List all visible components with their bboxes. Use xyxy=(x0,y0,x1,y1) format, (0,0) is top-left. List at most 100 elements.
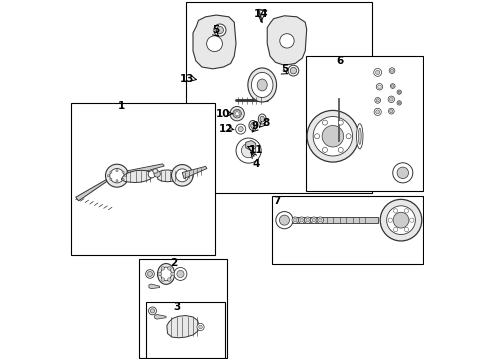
Ellipse shape xyxy=(322,147,327,152)
Ellipse shape xyxy=(233,109,242,118)
Polygon shape xyxy=(76,178,112,201)
Ellipse shape xyxy=(248,68,276,102)
Ellipse shape xyxy=(279,215,290,225)
Ellipse shape xyxy=(393,163,413,183)
Ellipse shape xyxy=(236,138,261,163)
Polygon shape xyxy=(155,315,166,319)
Text: 1: 1 xyxy=(118,102,125,112)
Text: 5: 5 xyxy=(281,64,288,74)
Bar xyxy=(306,56,422,191)
Ellipse shape xyxy=(242,143,256,158)
Text: 5: 5 xyxy=(212,25,219,35)
Ellipse shape xyxy=(168,278,171,281)
Ellipse shape xyxy=(388,96,394,103)
Ellipse shape xyxy=(294,219,297,222)
Ellipse shape xyxy=(397,101,401,105)
Ellipse shape xyxy=(307,111,359,162)
Ellipse shape xyxy=(233,113,235,115)
Ellipse shape xyxy=(404,227,409,231)
Ellipse shape xyxy=(172,165,193,186)
Ellipse shape xyxy=(393,209,398,213)
Ellipse shape xyxy=(397,167,409,179)
Ellipse shape xyxy=(393,227,398,231)
Ellipse shape xyxy=(235,115,237,117)
Text: 4: 4 xyxy=(252,159,259,169)
Polygon shape xyxy=(267,16,307,65)
Ellipse shape xyxy=(154,171,160,177)
Ellipse shape xyxy=(171,272,174,276)
Ellipse shape xyxy=(398,102,400,104)
Ellipse shape xyxy=(161,266,165,270)
Ellipse shape xyxy=(313,117,353,156)
Ellipse shape xyxy=(235,110,237,112)
Ellipse shape xyxy=(148,307,156,315)
Ellipse shape xyxy=(378,85,381,89)
Ellipse shape xyxy=(236,124,245,134)
Ellipse shape xyxy=(311,217,317,224)
Ellipse shape xyxy=(397,90,401,94)
Ellipse shape xyxy=(338,120,343,125)
Ellipse shape xyxy=(357,124,363,149)
Ellipse shape xyxy=(376,99,379,102)
Polygon shape xyxy=(167,316,199,338)
Ellipse shape xyxy=(292,217,298,224)
Ellipse shape xyxy=(391,69,393,72)
Ellipse shape xyxy=(276,212,293,229)
Bar xyxy=(272,196,422,264)
Ellipse shape xyxy=(110,171,112,173)
Ellipse shape xyxy=(161,278,165,281)
Bar xyxy=(71,103,215,255)
Ellipse shape xyxy=(199,325,202,329)
Ellipse shape xyxy=(176,169,189,182)
Ellipse shape xyxy=(153,169,158,173)
Ellipse shape xyxy=(122,171,124,173)
Ellipse shape xyxy=(150,309,155,313)
Ellipse shape xyxy=(105,164,128,187)
Ellipse shape xyxy=(148,171,155,178)
Text: 14: 14 xyxy=(254,9,269,19)
Ellipse shape xyxy=(290,67,296,74)
Ellipse shape xyxy=(389,108,394,114)
Ellipse shape xyxy=(110,178,112,180)
Ellipse shape xyxy=(393,212,409,228)
Ellipse shape xyxy=(300,219,303,222)
Ellipse shape xyxy=(388,218,392,222)
Ellipse shape xyxy=(304,217,311,224)
Bar xyxy=(186,3,372,193)
Ellipse shape xyxy=(298,217,305,224)
Ellipse shape xyxy=(389,68,395,73)
Polygon shape xyxy=(245,140,256,150)
Ellipse shape xyxy=(410,218,414,222)
Ellipse shape xyxy=(288,65,299,76)
Ellipse shape xyxy=(390,109,393,113)
Ellipse shape xyxy=(390,98,393,101)
Ellipse shape xyxy=(322,120,327,125)
Ellipse shape xyxy=(197,323,204,330)
Ellipse shape xyxy=(146,270,154,278)
Polygon shape xyxy=(193,15,236,69)
Text: 9: 9 xyxy=(251,121,259,131)
Ellipse shape xyxy=(376,110,380,114)
Bar xyxy=(293,217,378,224)
Text: 13: 13 xyxy=(180,74,194,84)
Ellipse shape xyxy=(257,79,267,91)
Text: 3: 3 xyxy=(173,302,180,312)
Ellipse shape xyxy=(322,126,343,147)
Ellipse shape xyxy=(258,114,266,124)
Ellipse shape xyxy=(147,271,152,276)
Ellipse shape xyxy=(260,116,265,122)
Ellipse shape xyxy=(249,121,257,131)
Ellipse shape xyxy=(239,113,241,115)
Ellipse shape xyxy=(216,27,223,34)
Text: 12: 12 xyxy=(219,124,234,134)
Ellipse shape xyxy=(380,199,422,241)
Ellipse shape xyxy=(157,264,175,284)
Ellipse shape xyxy=(376,84,383,90)
Ellipse shape xyxy=(161,267,171,281)
Ellipse shape xyxy=(122,178,124,180)
Ellipse shape xyxy=(251,123,255,129)
Polygon shape xyxy=(182,166,207,179)
Ellipse shape xyxy=(238,115,240,117)
Ellipse shape xyxy=(116,180,118,182)
Ellipse shape xyxy=(107,175,109,177)
